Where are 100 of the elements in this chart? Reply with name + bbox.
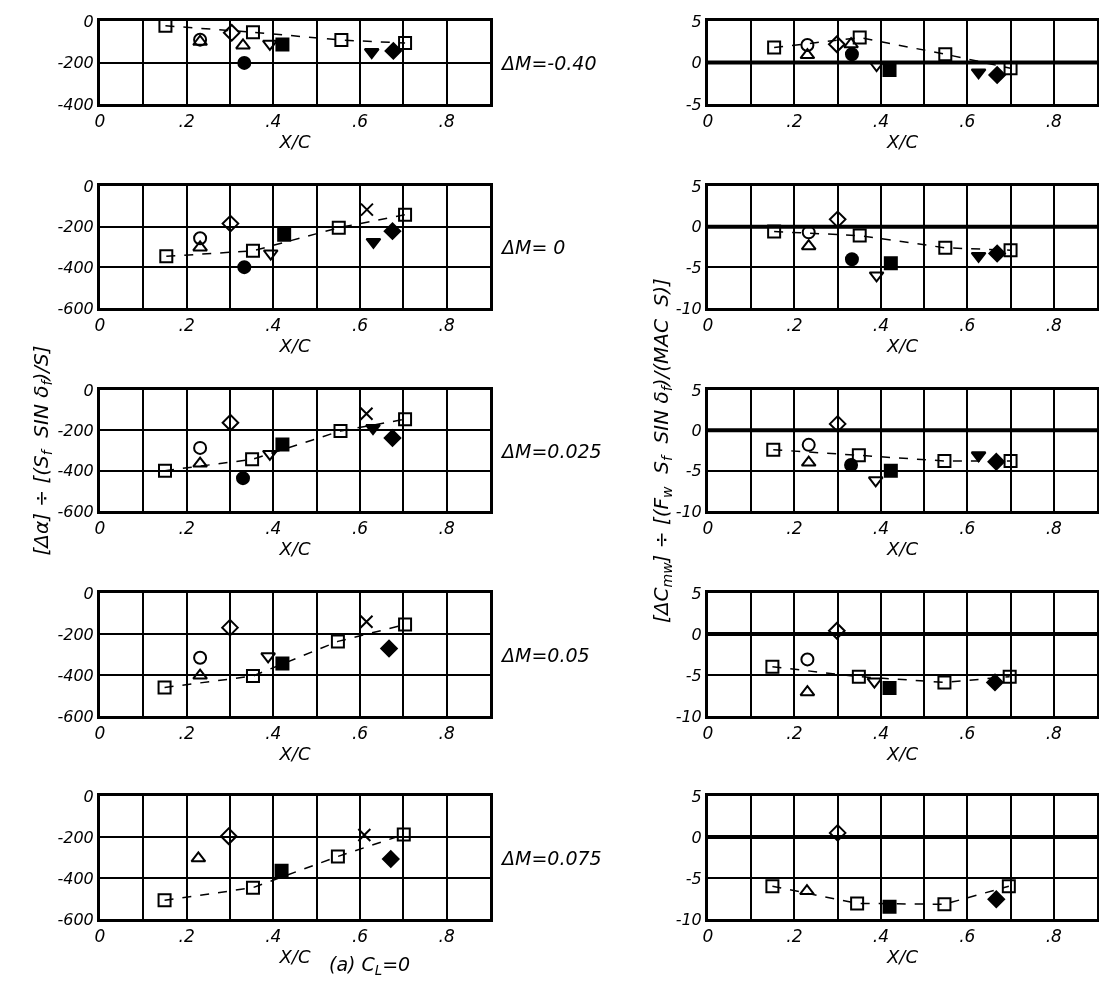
text: ΔM=0.05 <box>500 644 590 666</box>
point <box>767 224 782 239</box>
x-tick-label: .2 <box>786 315 803 336</box>
point <box>192 668 209 680</box>
y-tick-label: -5 <box>685 94 702 114</box>
point <box>800 239 817 251</box>
point <box>882 899 897 914</box>
x-tick-label: .6 <box>351 518 369 539</box>
point <box>882 62 897 77</box>
x-tick-label: .6 <box>351 926 369 947</box>
x-axis-title: X/C <box>886 538 919 560</box>
point <box>193 440 208 455</box>
point <box>398 35 413 50</box>
point <box>828 35 846 54</box>
x-tick-label: .4 <box>872 315 890 336</box>
point <box>222 24 241 42</box>
y-tick-label: 0 <box>83 786 94 806</box>
x-tick-label: .8 <box>438 111 455 132</box>
point <box>262 249 279 261</box>
x-axis-title: X/C <box>278 131 311 153</box>
x-axis-title: X/C <box>886 335 919 357</box>
point <box>799 884 815 896</box>
x-tick-label: .2 <box>178 518 195 539</box>
point <box>844 47 859 62</box>
y-tick-label: 5 <box>691 11 702 31</box>
point <box>987 890 1006 909</box>
y-tick-label: -200 <box>57 827 94 847</box>
y-tick-label: 5 <box>691 583 702 603</box>
y-tick-label: 0 <box>83 176 94 196</box>
x-tick-label: .8 <box>1045 518 1063 539</box>
x-tick-label: .4 <box>265 926 282 947</box>
point <box>245 25 260 40</box>
x-tick-label: .2 <box>786 518 803 539</box>
x-tick-label: .6 <box>959 926 976 947</box>
point <box>938 240 953 255</box>
point <box>277 227 292 242</box>
point <box>800 652 815 667</box>
y-tick-label: -200 <box>57 217 94 237</box>
x-axis-title: X/C <box>886 946 919 968</box>
point <box>236 471 250 486</box>
y-tick-label: 0 <box>83 380 94 400</box>
point <box>157 893 172 908</box>
point <box>193 231 208 246</box>
point <box>937 897 952 912</box>
y-tick-label: 0 <box>83 583 94 603</box>
x-tick-label: .2 <box>786 111 803 132</box>
point <box>970 251 987 263</box>
y-tick-label: -600 <box>57 706 94 726</box>
x-tick-label: .4 <box>872 723 890 744</box>
y-tick-label: -400 <box>57 868 94 888</box>
y-tick-label: -200 <box>57 420 94 440</box>
point <box>398 207 413 222</box>
point <box>986 673 1004 692</box>
point <box>1003 243 1018 258</box>
x-tick-label: .8 <box>1045 315 1063 336</box>
point <box>261 39 278 51</box>
text: (a) C$_{L}$=0 <box>329 953 411 978</box>
y-tick-label: -5 <box>685 665 702 685</box>
y-tick-label: -10 <box>675 706 702 726</box>
point <box>221 413 240 432</box>
point <box>237 260 252 275</box>
point <box>365 237 382 249</box>
y-tick-label: -400 <box>57 665 94 685</box>
x-axis-title: X/C <box>278 538 311 560</box>
y-tick-label: -400 <box>57 94 94 114</box>
point <box>334 33 349 48</box>
point <box>866 677 883 689</box>
y-tick-label: 0 <box>691 53 702 73</box>
y-tick-label: 0 <box>691 217 702 237</box>
text: ΔM=0.025 <box>500 440 602 462</box>
x-tick-label: .4 <box>265 518 282 539</box>
y-tick-label: -5 <box>685 461 702 481</box>
point <box>333 423 348 438</box>
point <box>157 680 172 695</box>
point <box>219 827 238 845</box>
point <box>799 685 816 697</box>
y-tick-label: -400 <box>57 257 94 277</box>
point <box>275 656 290 671</box>
x-tick-label: .6 <box>351 315 369 336</box>
point <box>1002 669 1017 684</box>
text: ΔM=-0.40 <box>500 52 597 74</box>
point <box>330 634 345 649</box>
x-tick-label: .2 <box>786 723 803 744</box>
y-tick-label: -600 <box>57 298 94 318</box>
point <box>159 249 174 264</box>
point <box>937 675 952 690</box>
point <box>192 456 209 468</box>
y-tick-label: -5 <box>685 257 702 277</box>
y-tick-label: -600 <box>57 501 94 521</box>
point <box>1001 879 1016 894</box>
x-tick-label: .8 <box>438 518 455 539</box>
point <box>852 228 867 243</box>
point <box>383 222 402 240</box>
y-tick-label: -600 <box>57 909 94 929</box>
point <box>882 681 897 696</box>
x-axis-title: X/C <box>278 743 311 765</box>
point <box>844 252 859 267</box>
y-tick-label: -5 <box>685 868 702 888</box>
y-tick-label: -200 <box>57 624 94 644</box>
point <box>221 618 239 637</box>
